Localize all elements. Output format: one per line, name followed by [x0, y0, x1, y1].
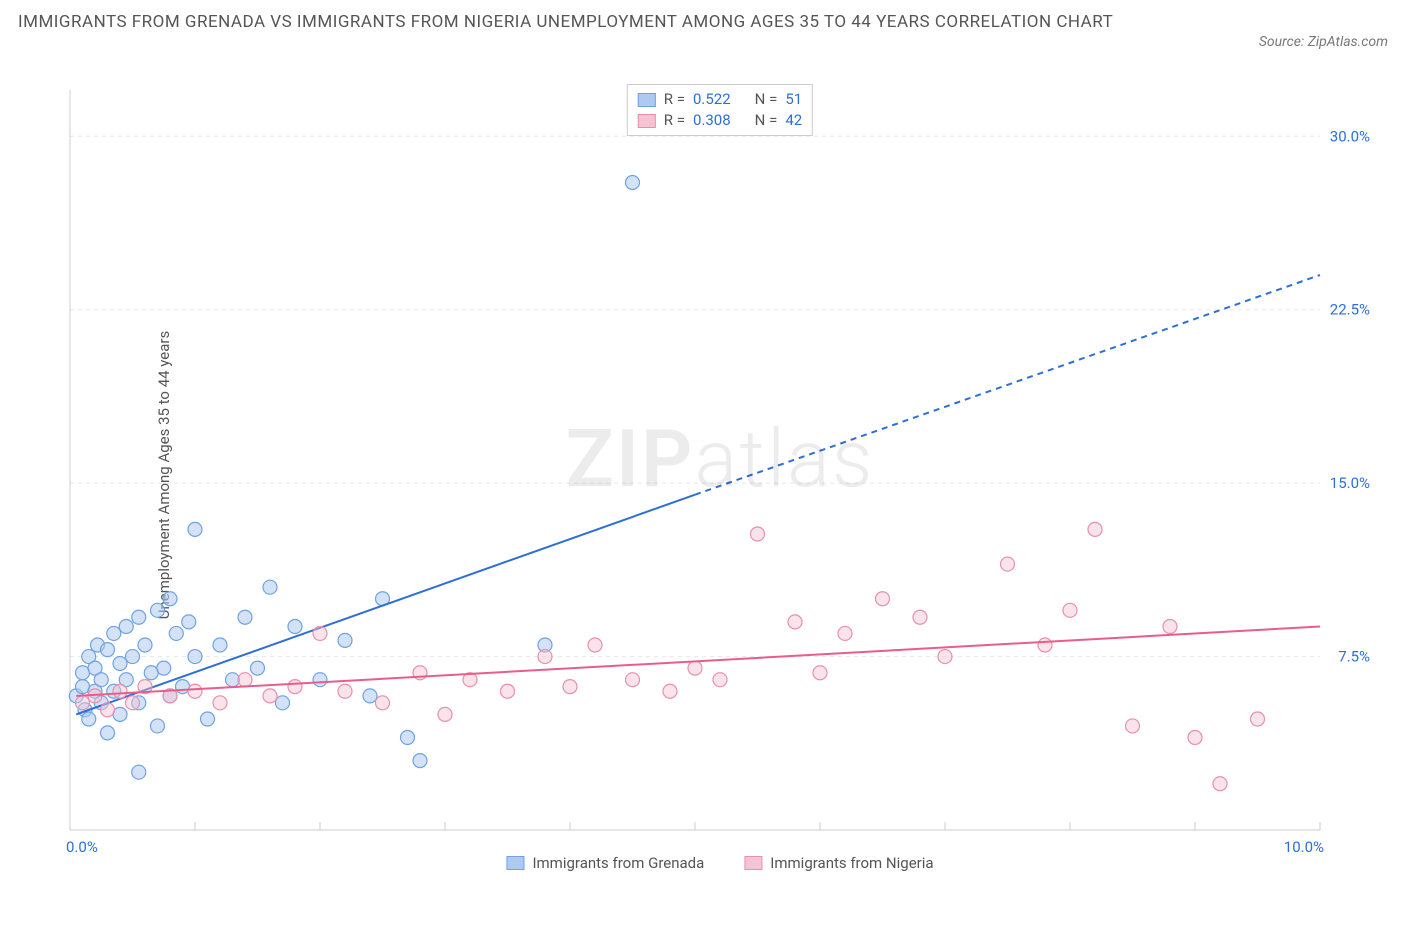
- chart-area: Unemployment Among Ages 35 to 44 years 7…: [60, 80, 1380, 870]
- n-label: N =: [755, 110, 778, 131]
- swatch-grenada: [638, 93, 656, 107]
- svg-text:22.5%: 22.5%: [1330, 301, 1370, 319]
- stats-legend: R = 0.522 N = 51 R = 0.308 N = 42: [627, 84, 813, 136]
- swatch-nigeria: [744, 856, 762, 870]
- swatch-nigeria: [638, 114, 656, 128]
- series-legend: Immigrants from Grenada Immigrants from …: [506, 854, 933, 872]
- r-value-grenada: 0.522: [693, 89, 731, 110]
- scatter-plot-svg: 7.5% 15.0% 22.5% 30.0% 0.0% 10.0%: [60, 80, 1380, 870]
- stats-row-nigeria: R = 0.308 N = 42: [638, 110, 802, 131]
- swatch-grenada: [506, 856, 524, 870]
- legend-label-grenada: Immigrants from Grenada: [532, 854, 704, 872]
- chart-title: IMMIGRANTS FROM GRENADA VS IMMIGRANTS FR…: [18, 10, 1113, 36]
- r-label: R =: [664, 89, 685, 110]
- n-value-grenada: 51: [785, 89, 802, 110]
- legend-item-grenada: Immigrants from Grenada: [506, 854, 704, 872]
- r-value-nigeria: 0.308: [693, 110, 731, 131]
- svg-text:30.0%: 30.0%: [1330, 127, 1370, 145]
- legend-item-nigeria: Immigrants from Nigeria: [744, 854, 933, 872]
- svg-text:0.0%: 0.0%: [66, 838, 98, 856]
- svg-text:15.0%: 15.0%: [1330, 474, 1370, 492]
- n-value-nigeria: 42: [785, 110, 802, 131]
- svg-text:7.5%: 7.5%: [1338, 648, 1370, 666]
- legend-label-nigeria: Immigrants from Nigeria: [770, 854, 933, 872]
- n-label: N =: [755, 89, 778, 110]
- r-label: R =: [664, 110, 685, 131]
- source-label: Source: ZipAtlas.com: [1259, 34, 1388, 50]
- stats-row-grenada: R = 0.522 N = 51: [638, 89, 802, 110]
- svg-text:10.0%: 10.0%: [1284, 838, 1324, 856]
